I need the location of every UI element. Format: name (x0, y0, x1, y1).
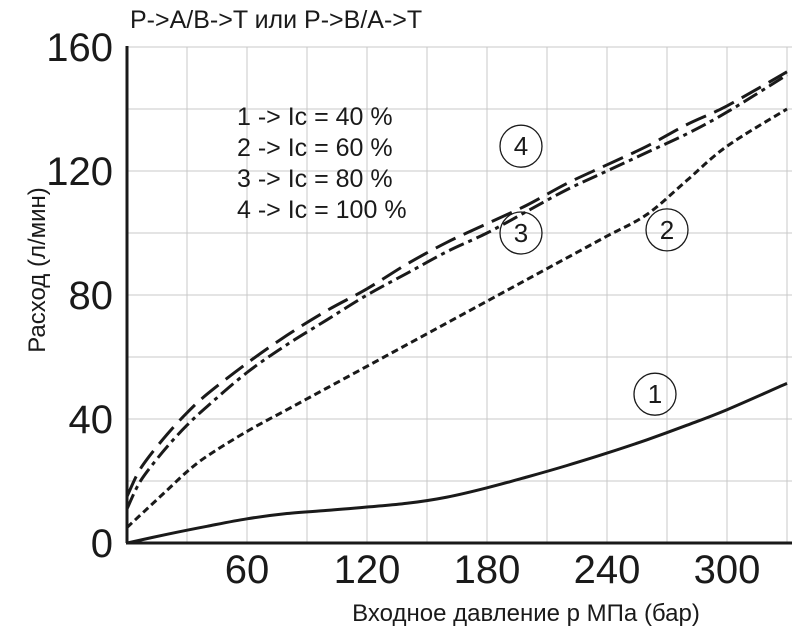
legend: 1 -> Ic = 40 % 2 -> Ic = 60 % 3 -> Ic = … (237, 102, 407, 226)
curve-label-circle-1 (633, 372, 677, 416)
grid (127, 46, 792, 543)
y-tick-label: 120 (46, 150, 113, 194)
x-tick-label: 120 (334, 548, 401, 592)
y-tick-label: 80 (69, 274, 114, 318)
x-tick-label: 240 (574, 548, 641, 592)
axes (125, 46, 792, 545)
curve-label-circle-4 (499, 124, 543, 168)
curve-label-circle-3 (499, 211, 543, 255)
series-line-2 (125, 107, 788, 529)
chart-title: P->A/B->T или P->B/A->T (130, 6, 423, 34)
y-tick-label: 0 (91, 522, 113, 566)
curve-label-circle-2 (645, 208, 689, 252)
x-axis-title: Входное давление p МПа (бар) (352, 600, 700, 627)
tick-labels: 60 120 180 240 300 0 40 80 120 160 (46, 26, 760, 592)
series-line-3 (125, 73, 788, 510)
legend-entry-2: 2 -> Ic = 60 % (237, 134, 393, 162)
x-tick-label: 300 (694, 548, 761, 592)
series-line-1 (126, 382, 788, 545)
y-tick-label: 40 (69, 398, 114, 442)
curve-label-3: 3 (514, 218, 528, 248)
x-tick-label: 180 (454, 548, 521, 592)
y-tick-label: 160 (46, 26, 113, 70)
legend-entry-3: 3 -> Ic = 80 % (237, 165, 393, 193)
y-axis-title: Расход (л/мин) (24, 187, 51, 353)
curve-label-1: 1 (648, 379, 662, 409)
curve-label-2: 2 (660, 215, 674, 245)
legend-entry-1: 1 -> Ic = 40 % (237, 103, 393, 131)
series-line-4 (125, 70, 788, 498)
curve-label-4: 4 (514, 131, 528, 161)
series-lines (125, 70, 788, 545)
curve-labels: 1 2 3 4 (499, 124, 689, 416)
x-tick-label: 60 (225, 548, 270, 592)
legend-entry-4: 4 -> Ic = 100 % (237, 196, 407, 224)
